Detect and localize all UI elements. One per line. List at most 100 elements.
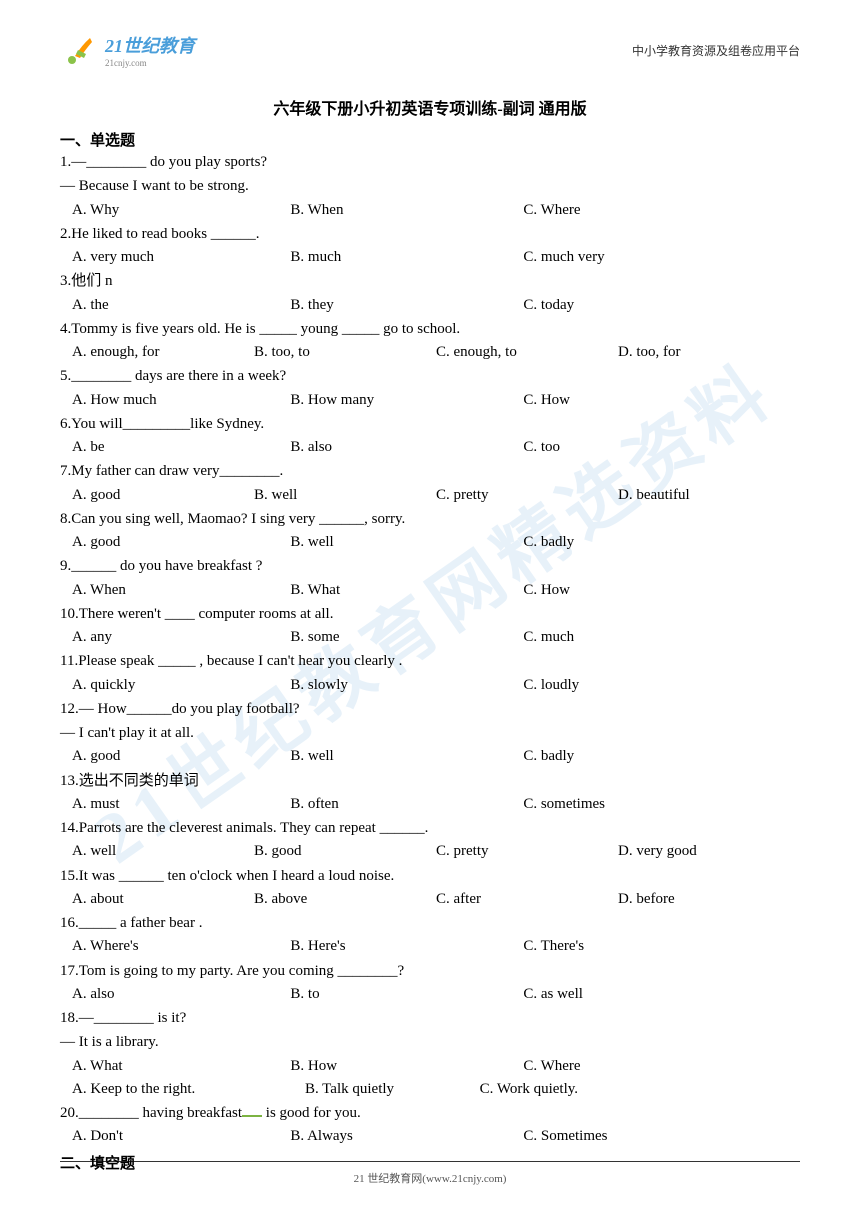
question-text: 1.—________ do you play sports? <box>60 151 800 174</box>
question-text: 20.________ having breakfast is good for… <box>60 1102 800 1125</box>
option: A. the <box>72 294 290 317</box>
option: A. very much <box>72 246 290 269</box>
question-text: 7.My father can draw very________. <box>60 460 800 483</box>
option: C. Where <box>523 199 800 222</box>
option: C. How <box>523 389 800 412</box>
option: A. Don't <box>72 1125 290 1148</box>
question-text: 18.—________ is it? <box>60 1007 800 1030</box>
option: A. When <box>72 579 290 602</box>
option: A. good <box>72 745 290 768</box>
question-options: A. goodB. wellC. badly <box>60 745 800 768</box>
option: B. well <box>290 745 523 768</box>
question-options: A. WhatB. HowC. Where <box>60 1055 800 1078</box>
question-options: A. WhyB. WhenC. Where <box>60 199 800 222</box>
option: C. enough, to <box>436 341 618 364</box>
option: C. pretty <box>436 484 618 507</box>
option: B. Always <box>290 1125 523 1148</box>
question-options: A. Don'tB. AlwaysC. Sometimes <box>60 1125 800 1148</box>
option: D. beautiful <box>618 484 800 507</box>
question-text: 8.Can you sing well, Maomao? I sing very… <box>60 508 800 531</box>
option: B. How many <box>290 389 523 412</box>
question-text: 12.— How______do you play football? <box>60 698 800 721</box>
logo-text-sub: 21cnjy.com <box>105 58 195 68</box>
option: C. badly <box>523 531 800 554</box>
question-options: A. anyB. someC. much <box>60 626 800 649</box>
option: C. How <box>523 579 800 602</box>
option: A. How much <box>72 389 290 412</box>
question-options: A. goodB. wellC. prettyD. beautiful <box>60 484 800 507</box>
header: 21世纪教育 21cnjy.com 中小学教育资源及组卷应用平台 <box>60 30 800 70</box>
question-text: 3.他们 n <box>60 270 800 293</box>
option: B. When <box>290 199 523 222</box>
question-text: 11.Please speak _____ , because I can't … <box>60 650 800 673</box>
option: A. good <box>72 531 290 554</box>
option: C. today <box>523 294 800 317</box>
option: B. much <box>290 246 523 269</box>
question-text: 5.________ days are there in a week? <box>60 365 800 388</box>
option: C. Sometimes <box>523 1125 800 1148</box>
question-text: 4.Tommy is five years old. He is _____ y… <box>60 318 800 341</box>
option: A. enough, for <box>72 341 254 364</box>
question-options: A. very muchB. muchC. much very <box>60 246 800 269</box>
section-header-2: 二、填空题 <box>60 1152 800 1173</box>
option: A. about <box>72 888 254 911</box>
option: C. badly <box>523 745 800 768</box>
question-options: A. theB. theyC. today <box>60 294 800 317</box>
question-options: A. quicklyB. slowlyC. loudly <box>60 674 800 697</box>
question-options: A. beB. alsoC. too <box>60 436 800 459</box>
option: B. Here's <box>290 935 523 958</box>
option: C. There's <box>523 935 800 958</box>
question-text: 10.There weren't ____ computer rooms at … <box>60 603 800 626</box>
question-options: A. aboutB. aboveC. afterD. before <box>60 888 800 911</box>
section-header-1: 一、单选题 <box>60 129 800 150</box>
question-options: A. wellB. goodC. prettyD. very good <box>60 840 800 863</box>
option: A. What <box>72 1055 290 1078</box>
option: B. slowly <box>290 674 523 697</box>
option: A. any <box>72 626 290 649</box>
question-options: A. WhenB. WhatC. How <box>60 579 800 602</box>
question-options: A. goodB. wellC. badly <box>60 531 800 554</box>
option: A. must <box>72 793 290 816</box>
question-text: 13.选出不同类的单词 <box>60 770 800 793</box>
question-options: A. How muchB. How manyC. How <box>60 389 800 412</box>
question-text: 9.______ do you have breakfast ? <box>60 555 800 578</box>
question-text: 17.Tom is going to my party. Are you com… <box>60 960 800 983</box>
logo: 21世纪教育 21cnjy.com <box>60 30 195 70</box>
option: C. sometimes <box>523 793 800 816</box>
option: C. Where <box>523 1055 800 1078</box>
logo-text-main: 21世纪教育 <box>105 36 195 56</box>
option: C. as well <box>523 983 800 1006</box>
option: C. loudly <box>523 674 800 697</box>
header-right-text: 中小学教育资源及组卷应用平台 <box>632 42 800 59</box>
option: A. Why <box>72 199 290 222</box>
question-text: 6.You will_________like Sydney. <box>60 413 800 436</box>
option: B. well <box>290 531 523 554</box>
question-line2: — It is a library. <box>60 1031 800 1054</box>
option: B. also <box>290 436 523 459</box>
question-options: A. Keep to the right.B. Talk quietlyC. W… <box>60 1078 800 1101</box>
question-text: 15.It was ______ ten o'clock when I hear… <box>60 865 800 888</box>
option: B. How <box>290 1055 523 1078</box>
option: C. too <box>523 436 800 459</box>
option: B. well <box>254 484 436 507</box>
option: A. be <box>72 436 290 459</box>
option: C. much very <box>523 246 800 269</box>
question-line2: — I can't play it at all. <box>60 722 800 745</box>
option: C. after <box>436 888 618 911</box>
option: D. before <box>618 888 800 911</box>
option: B. too, to <box>254 341 436 364</box>
option: A. also <box>72 983 290 1006</box>
logo-icon <box>60 30 100 70</box>
option: A. quickly <box>72 674 290 697</box>
option: C. pretty <box>436 840 618 863</box>
option: B. to <box>290 983 523 1006</box>
question-line2: — Because I want to be strong. <box>60 175 800 198</box>
option: B. good <box>254 840 436 863</box>
option: D. very good <box>618 840 800 863</box>
question-text: 2.He liked to read books ______. <box>60 223 800 246</box>
question-options: A. Where'sB. Here'sC. There's <box>60 935 800 958</box>
option: B. above <box>254 888 436 911</box>
option: D. too, for <box>618 341 800 364</box>
option: A. good <box>72 484 254 507</box>
option: A. Where's <box>72 935 290 958</box>
